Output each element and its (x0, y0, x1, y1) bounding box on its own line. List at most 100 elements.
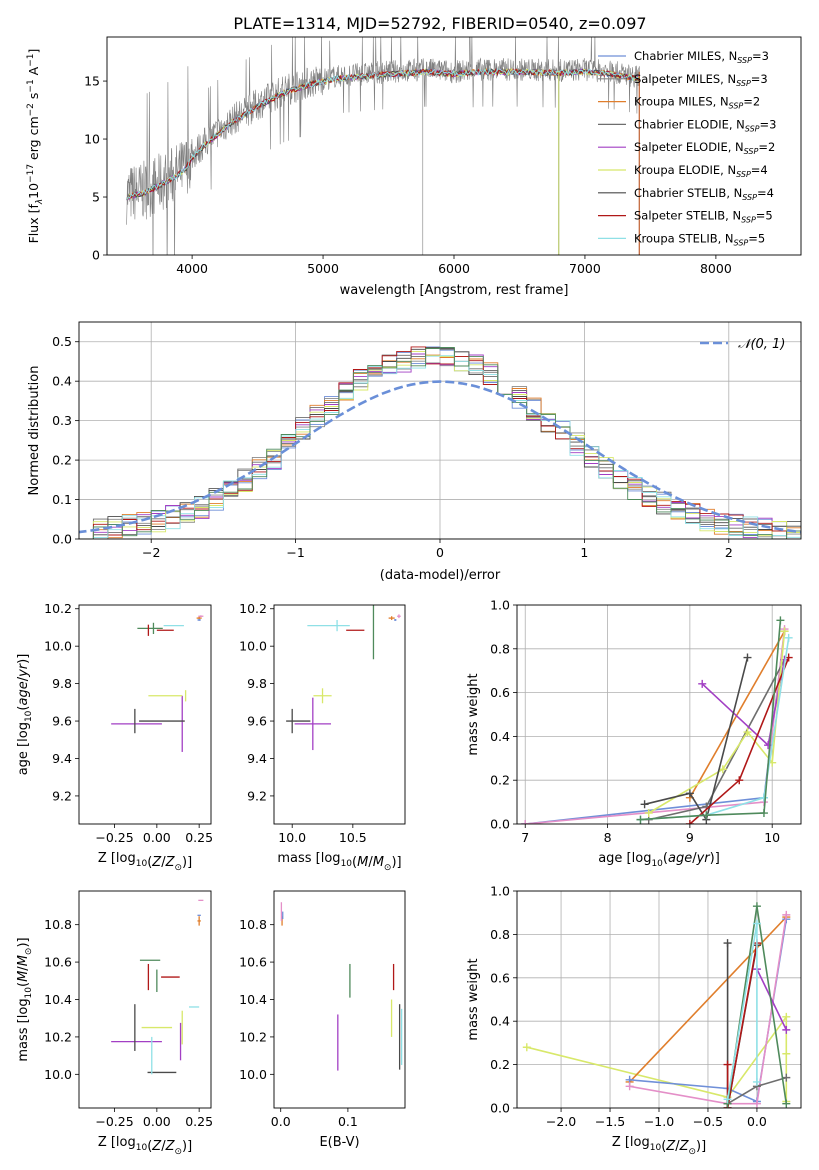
age-weight-ytick-label: 0.2 (490, 773, 510, 788)
ebv-mass-xtick-label: 0.0 (271, 1114, 291, 1129)
age-weight-xtick-label: 7 (521, 830, 529, 845)
age-weight-ylabel: mass weight (466, 673, 481, 755)
z-mass-ytick-label: 10.0 (44, 1067, 72, 1082)
z-weight-ytick-label: 0.0 (490, 1101, 510, 1116)
residuals-xlabel: (data-model)/error (380, 568, 501, 583)
z-weight-ytick-label: 0.4 (490, 1014, 510, 1029)
mass-age-xtick-label: 10.5 (339, 830, 367, 845)
age-weight-marker (735, 776, 744, 785)
residuals-xtick-label: 2 (725, 545, 733, 560)
z-weight-ytick-label: 0.8 (490, 927, 510, 942)
z-age-ytick-label: 10.2 (44, 601, 72, 616)
ebv-mass-frame (273, 890, 406, 1109)
z-weight-xtick-label: 0.0 (747, 1114, 767, 1129)
residuals-frame (78, 321, 802, 540)
age-weight-ticks: 7 8 9 10 0.0 0.2 0.4 0.6 0.8 1.0 (490, 598, 780, 846)
mass-age-xtick-label: 10.0 (278, 830, 306, 845)
mass-age-ytick-label: 9.2 (247, 788, 267, 803)
residuals-ylabel: Normed distribution (27, 366, 42, 496)
z-weight-series-line-kroupa_miles (629, 916, 787, 1083)
residuals-xtick-label: 1 (580, 545, 588, 560)
age-weight-marker (644, 809, 653, 818)
z-mass-xtick-label: 0.00 (143, 1114, 171, 1129)
age-weight-marker (702, 811, 711, 820)
z-weight-marker (782, 1073, 791, 1082)
residuals-xtick-label: −2 (142, 545, 160, 560)
z-weight-xtick-label: −0.5 (693, 1114, 723, 1129)
z-mass-ytick-label: 10.6 (44, 955, 72, 970)
ebv-mass-ticks: 0.0 0.1 10.0 10.2 10.4 10.6 10.8 (239, 917, 358, 1129)
spectrum-plot-area (126, 37, 640, 255)
age-weight-marker (780, 627, 789, 636)
z-weight-marker (723, 1060, 732, 1069)
age-weight-marker (759, 809, 768, 818)
ebv-mass-ytick-label: 10.0 (239, 1067, 267, 1082)
legend-label-kroupa_miles: Kroupa MILES, NSSP=2 (634, 95, 760, 111)
residual-histogram-salpeter_stelib (79, 346, 801, 539)
legend-label-chabrier_stelib: Chabrier STELIB, NSSP=4 (634, 186, 774, 202)
z-mass-xtick-label: −0.25 (95, 1114, 133, 1129)
z-weight-xtick-label: −2.0 (546, 1114, 576, 1129)
age-weight-marker (764, 741, 773, 750)
age-weight-frame (516, 604, 802, 825)
z-weight-xtick-label: −1.5 (595, 1114, 625, 1129)
age-weight-marker (776, 616, 785, 625)
spectrum-data-line (126, 37, 640, 255)
legend-label-kroupa_stelib: Kroupa STELIB, NSSP=5 (634, 231, 765, 247)
age-weight-ytick-label: 0.8 (490, 641, 510, 656)
spectrum-model-line-salpeter_stelib (126, 68, 640, 201)
age-weight-marker (759, 793, 768, 802)
z-weight-xtick-label: −1.0 (644, 1114, 674, 1129)
z-weight-marker (782, 1049, 791, 1058)
residual-histogram-green (79, 347, 801, 539)
age-weight-xtick-label: 9 (686, 830, 694, 845)
age-weight-marker (743, 728, 752, 737)
z-weight-marker (752, 1077, 761, 1086)
z-age-ylabel: age [log10(age/yr)] (16, 654, 34, 776)
z-weight-series-line-salpeter_elodie (756, 968, 788, 1031)
mass-age-xlabel: mass [log10(M/M⊙)] (277, 851, 401, 873)
z-age-xlabel: Z [log10(Z/Z⊙)] (98, 851, 192, 873)
spectrum-ticks: 4000 5000 6000 7000 8000 0 5 10 15 (84, 74, 732, 276)
residuals-ytick-label: 0.1 (52, 492, 72, 507)
mass-age-ticks: 10.0 10.5 9.2 9.4 9.6 9.8 10.0 10.2 (239, 601, 367, 845)
residuals-ytick-label: 0.0 (52, 532, 72, 547)
z-age-frame (78, 604, 212, 825)
residuals-ticks: −2 −1 0 1 2 0.0 0.1 0.2 0.3 0.4 0.5 (52, 334, 733, 560)
ebv-mass-xlabel: E(B-V) (319, 1135, 359, 1150)
age-weight-marker (743, 653, 752, 662)
residuals-ytick-label: 0.5 (52, 334, 72, 349)
spectrum-xtick-label: 4000 (176, 261, 208, 276)
z-mass-xtick-label: 0.25 (185, 1114, 213, 1129)
z-age-ytick-label: 9.2 (52, 788, 72, 803)
z-age-xtick-label: 0.00 (143, 830, 171, 845)
z-weight-plot-area (517, 891, 801, 1108)
mass-age-ytick-label: 10.0 (239, 639, 267, 654)
z-weight-marker (752, 919, 761, 928)
z-mass-ytick-label: 10.2 (44, 1029, 72, 1044)
age-weight-ytick-label: 0.6 (490, 685, 510, 700)
legend-label-chabrier_miles: Chabrier MILES, NSSP=3 (634, 49, 769, 65)
age-weight-series-line-green (640, 620, 782, 821)
residuals-panel: −2 −1 0 1 2 0.0 0.1 0.2 0.3 0.4 0.5 (data-model)/er… (27, 321, 802, 583)
age-weight-ytick-label: 0.4 (490, 729, 510, 744)
z-age-ytick-label: 10.0 (44, 639, 72, 654)
age-weight-marker (685, 789, 694, 798)
z-age-plot-area (111, 615, 204, 752)
z-age-xtick-label: −0.25 (95, 830, 133, 845)
z-weight-series-line-kroupa_stelib (726, 923, 758, 1100)
z-age-ytick-label: 9.4 (52, 751, 72, 766)
gaussian-curve (79, 380, 801, 534)
z-weight-ticks: −2.0 −1.5 −1.0 −0.5 0.0 0.0 0.2 0.4 0.6 0.8 1.0 (490, 884, 767, 1130)
mass-age-plot-area (286, 605, 401, 751)
z-age-ytick-label: 9.8 (52, 676, 72, 691)
z-weight-frame (516, 890, 802, 1109)
z-weight-marker (782, 1099, 791, 1108)
ebv-mass-ytick-label: 10.6 (239, 955, 267, 970)
spectrum-xtick-label: 7000 (569, 261, 601, 276)
z-age-xtick-label: 0.25 (185, 830, 213, 845)
residuals-ytick-label: 0.2 (52, 453, 72, 468)
z-weight-marker (723, 1095, 732, 1104)
